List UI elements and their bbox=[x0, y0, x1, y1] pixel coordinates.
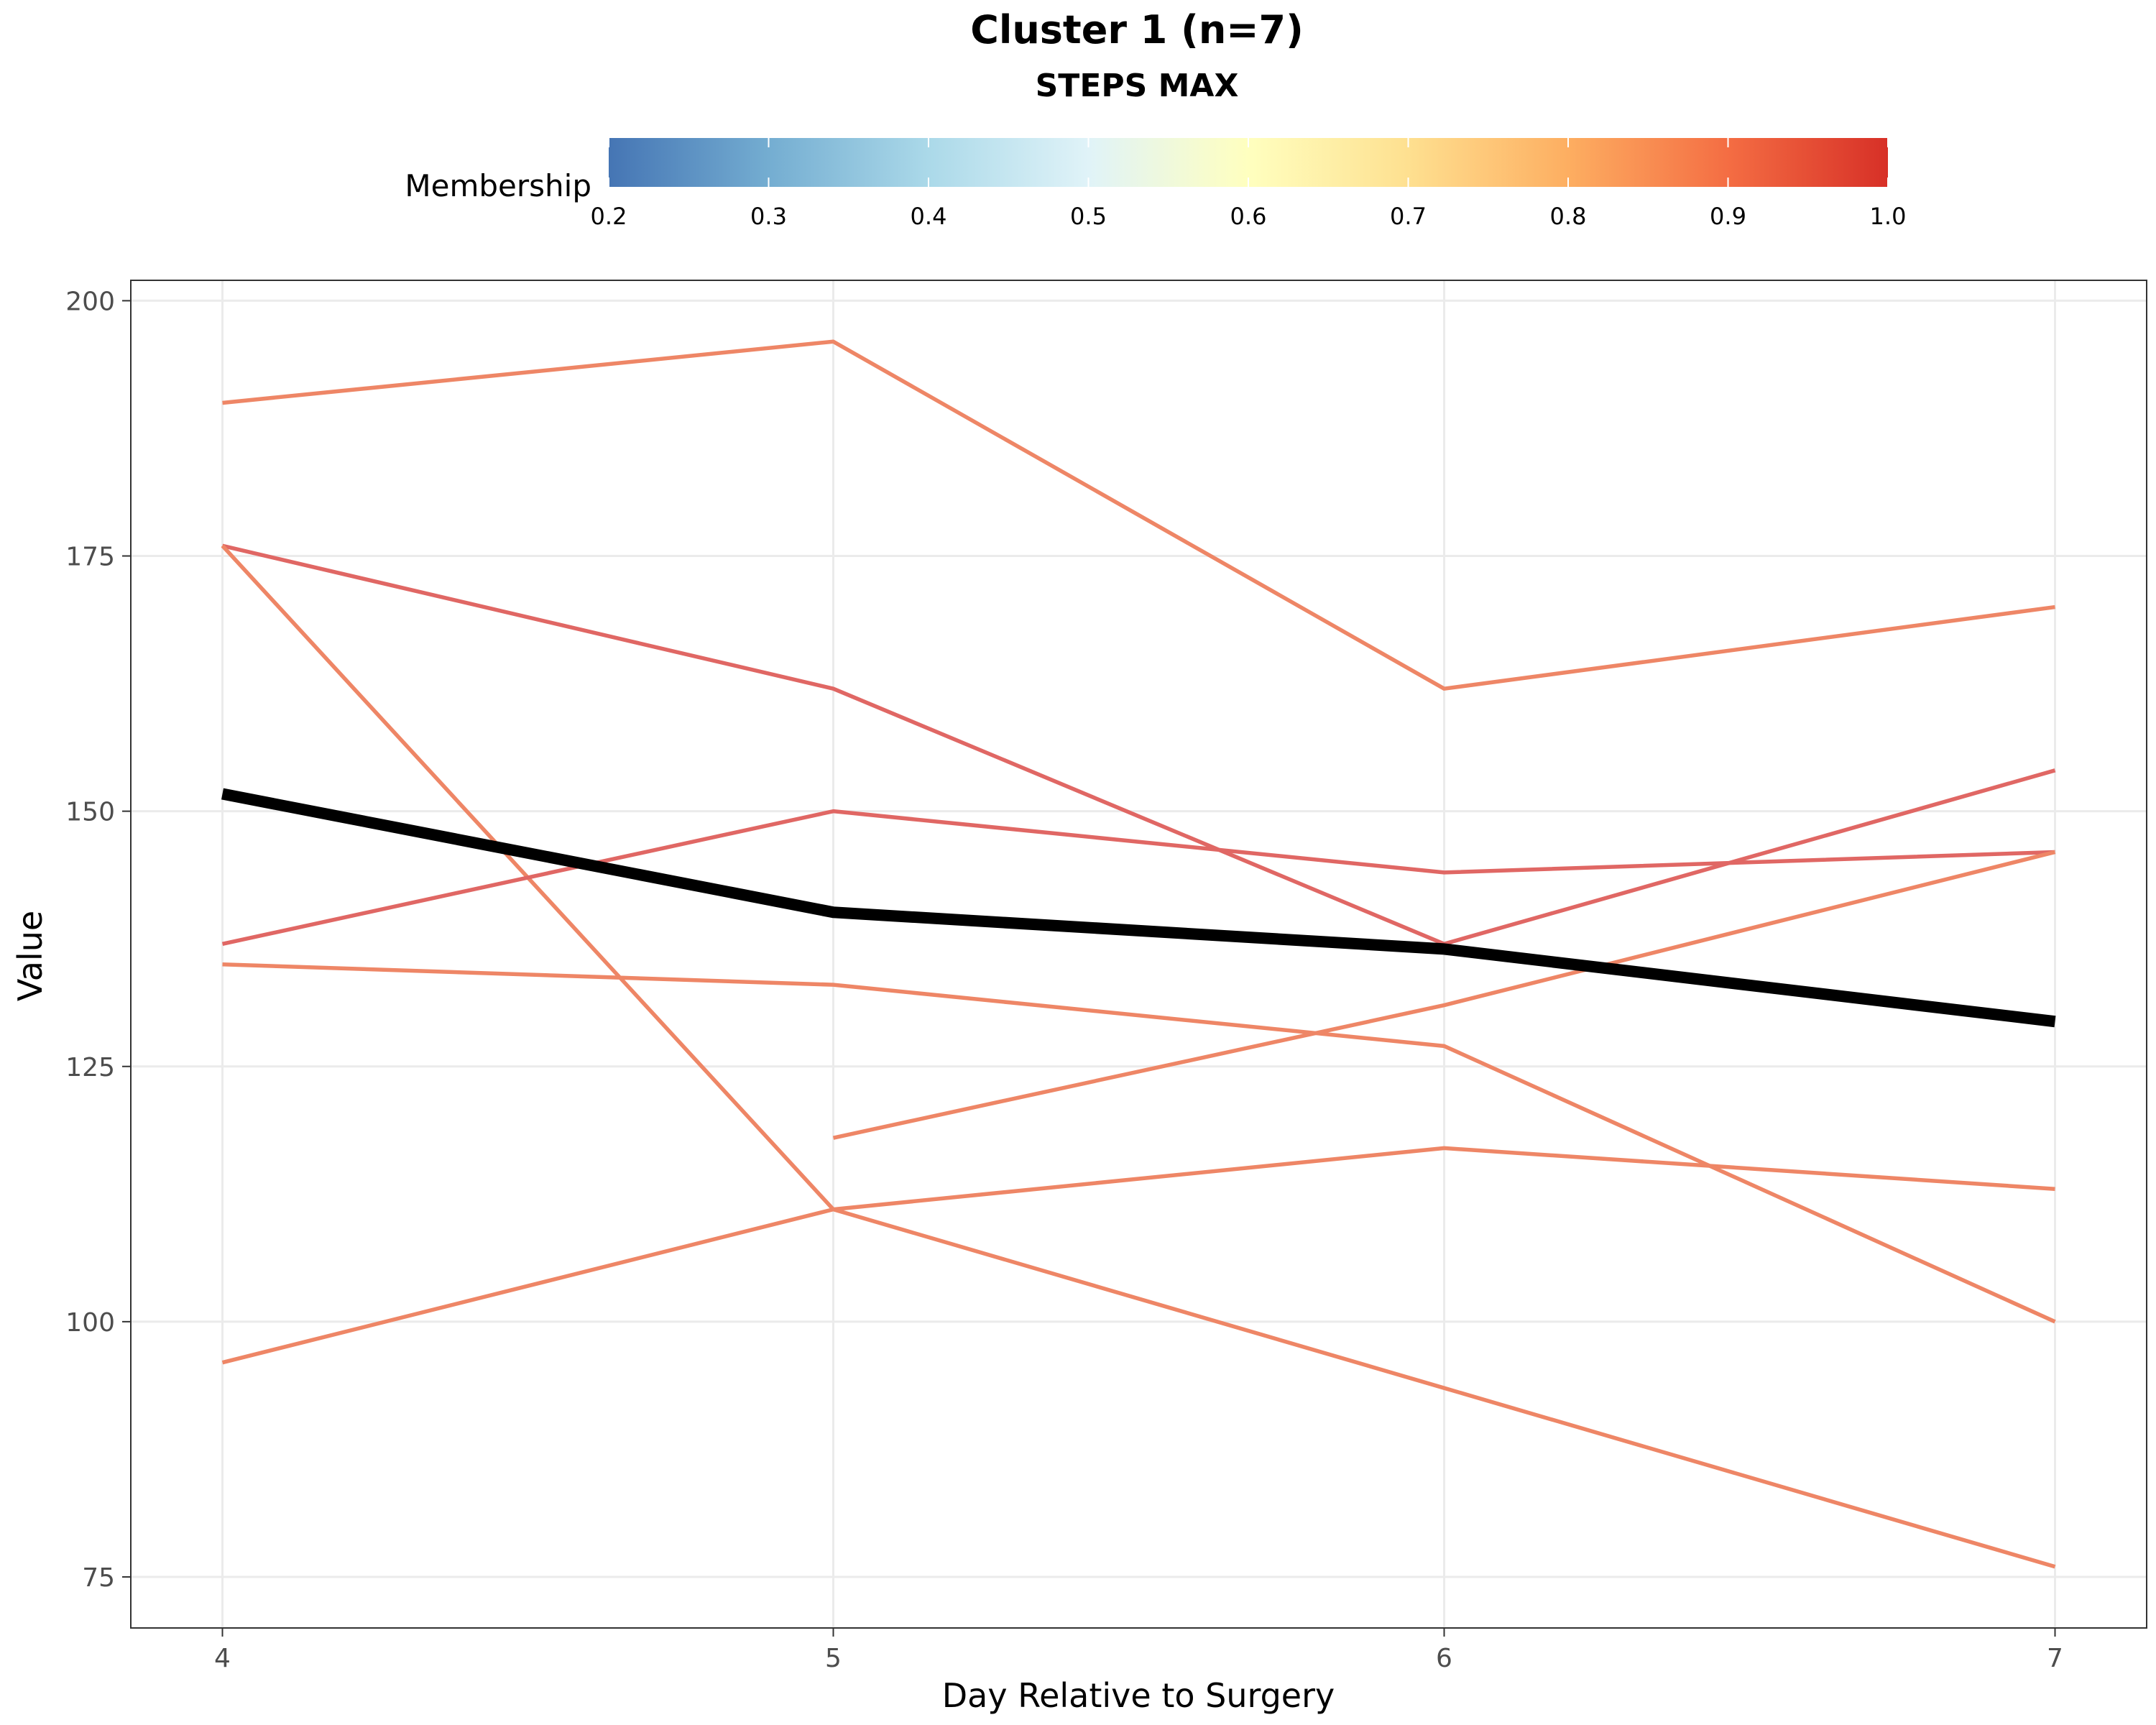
y-tick-label: 175 bbox=[65, 543, 115, 572]
x-axis-title: Day Relative to Surgery bbox=[942, 1676, 1335, 1715]
chart-title: Cluster 1 (n=7) bbox=[970, 7, 1304, 52]
colorbar-tick-label: 0.4 bbox=[911, 203, 947, 230]
series-line-1 bbox=[222, 339, 2055, 691]
legend-title: Membership bbox=[405, 168, 591, 203]
panel-border bbox=[130, 280, 2147, 1629]
y-tick-label: 75 bbox=[82, 1563, 115, 1593]
series-line-5 bbox=[222, 962, 2056, 1324]
series-line-6 bbox=[832, 850, 2056, 1140]
colorbar-tick-label: 0.6 bbox=[1230, 203, 1267, 230]
colorbar-tick-label: 0.7 bbox=[1390, 203, 1427, 230]
series-line-2 bbox=[221, 543, 2056, 947]
x-axis: 4 5 6 7 bbox=[214, 1628, 2063, 1673]
y-tick-label: 200 bbox=[65, 287, 115, 316]
colorbar-tick-label: 0.8 bbox=[1550, 203, 1587, 230]
x-tick-label: 6 bbox=[1436, 1644, 1452, 1673]
y-axis: 75 100 125 150 175 200 bbox=[65, 287, 131, 1593]
series-line-4 bbox=[221, 809, 2055, 946]
x-tick-label: 7 bbox=[2047, 1644, 2063, 1673]
x-tick-label: 5 bbox=[825, 1644, 842, 1673]
colorbar-tick-label: 0.5 bbox=[1070, 203, 1107, 230]
y-axis-title: Value bbox=[11, 911, 50, 1001]
x-tick-label: 4 bbox=[214, 1644, 231, 1673]
chart-subtitle: STEPS MAX bbox=[1036, 68, 1239, 104]
y-tick-label: 100 bbox=[65, 1308, 115, 1338]
y-tick-label: 125 bbox=[65, 1053, 115, 1082]
colorbar-tick-label: 0.9 bbox=[1710, 203, 1746, 230]
membership-legend: Membership 0.2 0.3 0.4 0.5 0.6 0.7 0.8 0.9 1.0 bbox=[405, 138, 1906, 230]
colorbar-tick-label: 1.0 bbox=[1870, 203, 1907, 230]
colorbar-tick-label: 0.3 bbox=[750, 203, 787, 230]
mean-line bbox=[221, 788, 2056, 1028]
plot-panel bbox=[130, 280, 2147, 1629]
series-line-7 bbox=[221, 1146, 2055, 1365]
colorbar-tick-label: 0.2 bbox=[591, 203, 627, 230]
y-tick-label: 150 bbox=[65, 798, 115, 827]
